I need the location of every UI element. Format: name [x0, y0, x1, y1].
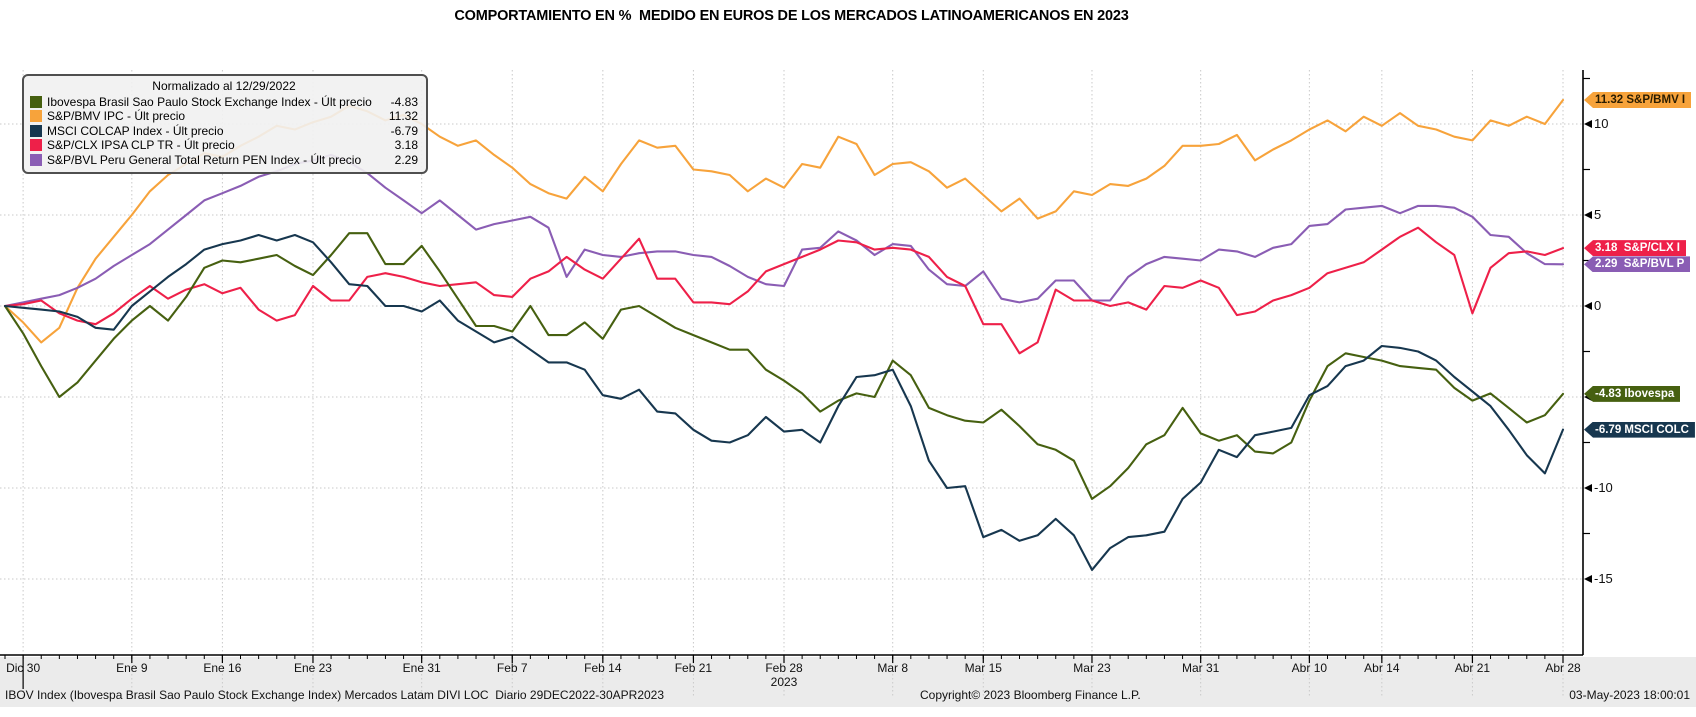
legend-swatch-icon	[30, 110, 42, 123]
x-tick-label: Feb 14	[584, 661, 622, 675]
legend-value: 11.32	[388, 109, 418, 123]
x-tick-label: Feb 21	[674, 661, 713, 675]
x-tick-label: Ene 9	[116, 661, 148, 675]
x-tick-label: Abr 28	[1545, 661, 1581, 675]
legend-box: Normalizado al 12/29/2022 Ibovespa Brasi…	[22, 74, 428, 174]
x-tick-label: Ene 23	[293, 661, 332, 675]
last-price-tag-2: 2.29 S&P/BVL P	[1584, 256, 1691, 273]
legend-value: 2.29	[394, 152, 418, 167]
legend-swatch-icon	[30, 153, 42, 166]
x-tick-label: Abr 10	[1291, 661, 1328, 675]
x-axis-year-label: 2023	[770, 675, 798, 689]
y-tick-label: 0	[1594, 298, 1602, 313]
legend-swatch-icon	[30, 124, 42, 137]
footer-timestamp: 03-May-2023 18:00:01	[1569, 688, 1690, 702]
last-price-tag-1: 3.18 S&P/CLX I	[1584, 240, 1687, 257]
legend-row-4: S&P/BVL Peru General Total Return PEN In…	[30, 153, 418, 168]
x-tick-label: Mar 15	[964, 661, 1002, 675]
last-price-tag-3: -4.83 Ibovespa	[1584, 385, 1681, 402]
legend-row-3: S&P/CLX IPSA CLP TR - Últ precio 3.18	[30, 138, 418, 153]
last-price-tag-4: -6.79 MSCI COLC	[1584, 421, 1695, 438]
legend-rows: Ibovespa Brasil Sao Paulo Stock Exchange…	[30, 95, 418, 168]
legend-value: -6.79	[390, 123, 418, 138]
legend-row-0: Ibovespa Brasil Sao Paulo Stock Exchange…	[30, 95, 418, 110]
y-tick-label: -15	[1594, 571, 1613, 586]
legend-row-1: S&P/BMV IPC - Últ precio 11.32	[30, 109, 418, 124]
legend-label: S&P/BVL Peru General Total Return PEN In…	[47, 152, 362, 167]
footer-security-info: IBOV Index (Ibovespa Brasil Sao Paulo St…	[5, 688, 665, 702]
x-tick-label: Feb 28	[765, 661, 803, 675]
legend-label: S&P/CLX IPSA CLP TR - Últ precio	[47, 138, 235, 152]
x-tick-label: Abr 14	[1364, 661, 1400, 675]
legend-swatch-icon	[30, 95, 42, 108]
y-tick-label: -10	[1594, 480, 1613, 495]
footer-copyright: Copyright© 2023 Bloomberg Finance L.P.	[920, 688, 1141, 702]
x-tick-label: Mar 31	[1181, 661, 1220, 675]
legend-value: 3.18	[394, 138, 418, 152]
footer-band	[0, 657, 1696, 707]
legend-label: MSCI COLCAP Index - Últ precio	[47, 123, 224, 138]
legend-row-2: MSCI COLCAP Index - Últ precio -6.79	[30, 124, 418, 139]
legend-title: Normalizado al 12/29/2022	[152, 79, 296, 93]
legend-label: Ibovespa Brasil Sao Paulo Stock Exchange…	[47, 94, 372, 109]
y-tick-label: 5	[1594, 207, 1602, 222]
page-title: COMPORTAMIENTO EN % MEDIDO EN EUROS DE L…	[454, 8, 1129, 24]
x-tick-label: Ene 31	[402, 661, 441, 675]
x-tick-label: Dic 30	[6, 661, 41, 675]
legend-swatch-icon	[30, 139, 42, 152]
last-price-tag-0: 11.32 S&P/BMV I	[1584, 91, 1692, 108]
x-tick-label: Abr 21	[1454, 661, 1491, 675]
legend-value: -4.83	[390, 94, 418, 109]
y-tick-label: 10	[1594, 116, 1609, 131]
x-tick-label: Ene 16	[203, 661, 242, 675]
legend-label: S&P/BMV IPC - Últ precio	[47, 109, 186, 123]
x-tick-label: Mar 23	[1073, 661, 1111, 675]
x-tick-label: Mar 8	[877, 661, 909, 675]
x-tick-label: Feb 7	[496, 661, 528, 675]
